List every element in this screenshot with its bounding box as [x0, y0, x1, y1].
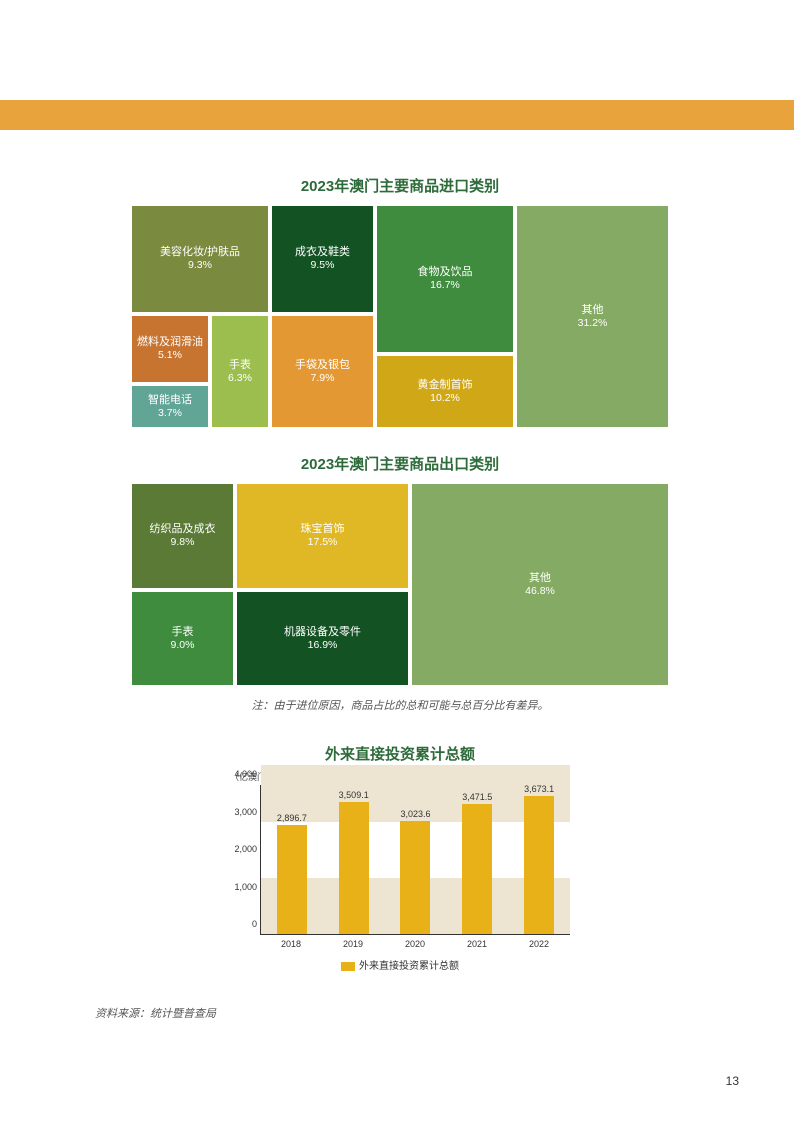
- bar-chart-plot: 2,896.73,509.13,023.63,471.53,673.1 01,0…: [260, 785, 570, 935]
- y-tick: 1,000: [229, 882, 257, 892]
- treemap-cell-label: 机器设备及零件: [284, 625, 361, 639]
- exports-title: 2023年澳门主要商品出口类别: [130, 453, 670, 474]
- bar: [339, 802, 369, 934]
- x-label: 2019: [328, 939, 378, 949]
- treemap-cell-label: 手袋及银包: [295, 358, 350, 372]
- bar-column: 3,023.6: [390, 809, 440, 934]
- treemap-cell-pct: 5.1%: [158, 349, 182, 363]
- treemap-cell: 智能电话3.7%: [130, 384, 210, 429]
- treemap-cell: 手袋及银包7.9%: [270, 314, 375, 429]
- bar-chart-title: 外来直接投资累计总额: [230, 743, 570, 764]
- y-tick: 2,000: [229, 844, 257, 854]
- treemap-cell-pct: 6.3%: [228, 372, 252, 386]
- treemap-cell: 手表9.0%: [130, 590, 235, 687]
- treemap-cell-label: 美容化妆/护肤品: [160, 245, 240, 259]
- treemap-cell: 成衣及鞋类9.5%: [270, 204, 375, 314]
- treemap-cell-label: 纺织品及成衣: [150, 522, 216, 536]
- bar: [524, 796, 554, 934]
- x-label: 2018: [266, 939, 316, 949]
- y-tick: 0: [229, 919, 257, 929]
- source-text: 资料来源：统计暨普查局: [95, 1005, 216, 1021]
- treemap-cell-label: 其他: [582, 303, 604, 317]
- treemap-cell-pct: 31.2%: [578, 317, 608, 331]
- bar-legend: 外来直接投资累计总额: [230, 957, 570, 972]
- treemap-cell-pct: 9.0%: [171, 639, 195, 653]
- bar-column: 3,673.1: [514, 784, 564, 934]
- treemap-cell-label: 成衣及鞋类: [295, 245, 350, 259]
- bar: [400, 821, 430, 934]
- treemap-cell-pct: 16.9%: [308, 639, 338, 653]
- bar: [462, 804, 492, 934]
- treemap-cell-pct: 46.8%: [525, 585, 555, 599]
- treemap-cell-label: 手表: [229, 358, 251, 372]
- bar-value-label: 3,673.1: [524, 784, 554, 794]
- treemap-cell: 纺织品及成衣9.8%: [130, 482, 235, 590]
- x-label: 2020: [390, 939, 440, 949]
- exports-treemap: 纺织品及成衣9.8%珠宝首饰17.5%其他46.8%手表9.0%机器设备及零件1…: [130, 482, 670, 687]
- bar-value-label: 3,509.1: [339, 790, 369, 800]
- treemap-cell: 其他31.2%: [515, 204, 670, 429]
- treemap-cell: 美容化妆/护肤品9.3%: [130, 204, 270, 314]
- treemap-cell: 手表6.3%: [210, 314, 270, 429]
- treemap-cell-pct: 10.2%: [430, 392, 460, 406]
- treemap-cell-pct: 9.5%: [311, 259, 335, 273]
- treemap-cell-label: 燃料及润滑油: [137, 335, 203, 349]
- treemap-cell-pct: 3.7%: [158, 407, 182, 421]
- bar-column: 3,509.1: [329, 790, 379, 934]
- treemap-cell-label: 其他: [529, 571, 551, 585]
- treemap-cell-label: 珠宝首饰: [301, 522, 345, 536]
- treemap-cell-pct: 7.9%: [311, 372, 335, 386]
- header-orange-band: [0, 100, 794, 130]
- x-label: 2021: [452, 939, 502, 949]
- bar-chart-wrap: 外来直接投资累计总额 （亿澳门元） 2,896.73,509.13,023.63…: [230, 743, 570, 972]
- treemap-cell-pct: 17.5%: [308, 536, 338, 550]
- bar-value-label: 2,896.7: [277, 813, 307, 823]
- treemap-cell: 黄金制首饰10.2%: [375, 354, 515, 429]
- bar-column: 3,471.5: [452, 792, 502, 934]
- treemap-cell-pct: 9.3%: [188, 259, 212, 273]
- page-number: 13: [726, 1074, 739, 1088]
- treemap-cell-label: 食物及饮品: [418, 265, 473, 279]
- bar-value-label: 3,471.5: [462, 792, 492, 802]
- bar-value-label: 3,023.6: [400, 809, 430, 819]
- imports-title: 2023年澳门主要商品进口类别: [130, 175, 670, 196]
- treemap-cell-pct: 16.7%: [430, 279, 460, 293]
- legend-swatch: [341, 962, 355, 971]
- treemap-cell-label: 黄金制首饰: [418, 378, 473, 392]
- treemap-cell-pct: 9.8%: [171, 536, 195, 550]
- bar: [277, 825, 307, 934]
- bar-column: 2,896.7: [267, 813, 317, 934]
- footnote: 注：由于进位原因，商品占比的总和可能与总百分比有差异。: [130, 697, 670, 713]
- treemap-cell: 珠宝首饰17.5%: [235, 482, 410, 590]
- y-tick: 3,000: [229, 807, 257, 817]
- treemap-cell-label: 手表: [172, 625, 194, 639]
- x-label: 2022: [514, 939, 564, 949]
- main-content: 2023年澳门主要商品进口类别 美容化妆/护肤品9.3%成衣及鞋类9.5%食物及…: [130, 175, 670, 972]
- legend-text: 外来直接投资累计总额: [359, 961, 459, 972]
- y-tick: 4,000: [229, 769, 257, 779]
- treemap-cell: 其他46.8%: [410, 482, 670, 687]
- treemap-cell: 机器设备及零件16.9%: [235, 590, 410, 687]
- treemap-cell: 食物及饮品16.7%: [375, 204, 515, 354]
- bar-x-labels: 2018 2019 2020 2021 2022: [260, 939, 570, 949]
- treemap-cell: 燃料及润滑油5.1%: [130, 314, 210, 384]
- imports-treemap: 美容化妆/护肤品9.3%成衣及鞋类9.5%食物及饮品16.7%其他31.2%燃料…: [130, 204, 670, 429]
- treemap-cell-label: 智能电话: [148, 393, 192, 407]
